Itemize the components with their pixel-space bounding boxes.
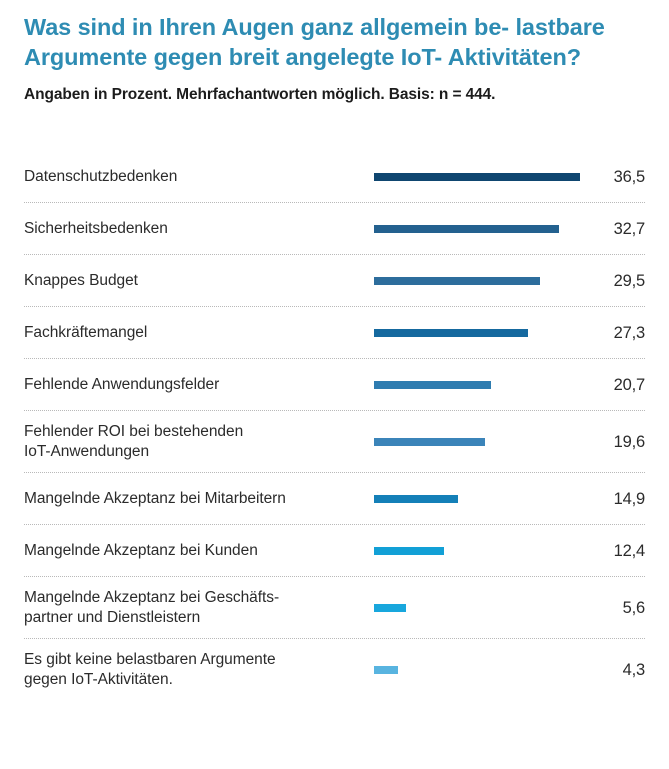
bar-category-label: Mangelnde Akzeptanz bei Mitarbeitern — [24, 489, 286, 507]
bar-track — [374, 219, 583, 239]
bar-category-label: Knappes Budget — [24, 271, 138, 289]
bar-track — [374, 489, 583, 509]
bar — [374, 494, 459, 503]
bar — [374, 666, 399, 674]
chart-row: Mangelnde Akzeptanz bei Geschäfts- partn… — [24, 577, 645, 639]
bar-category-label: Es gibt keine belastbaren Argumente gege… — [24, 651, 276, 688]
chart-row: Knappes Budget 29,5 — [24, 255, 645, 307]
bar-value-label: 36,5 — [613, 167, 646, 186]
chart-row: Fehlender ROI bei bestehenden IoT-Anwend… — [24, 411, 645, 473]
bar — [374, 276, 541, 285]
bar-value-label: 4,3 — [622, 661, 646, 679]
bar-value-label: 29,5 — [613, 271, 646, 290]
bar-value-label: 32,7 — [613, 219, 646, 238]
chart-row: Sicherheitsbedenken 32,7 — [24, 203, 645, 255]
bar-track — [374, 323, 583, 343]
bar-category-label: Fehlende Anwendungsfelder — [24, 375, 220, 393]
chart-subtitle: Angaben in Prozent. Mehrfachantworten mö… — [24, 86, 496, 103]
bar — [374, 172, 580, 181]
bar — [374, 328, 529, 337]
bar-track — [374, 541, 583, 561]
bar — [374, 603, 406, 612]
bar-chart-rows: Datenschutzbedenken 36,5 Sicherheitsbedenk… — [24, 151, 645, 701]
bar-track — [374, 432, 583, 452]
bar-value-label: 27,3 — [613, 323, 646, 342]
bar-track — [374, 167, 583, 187]
bar-category-label: Mangelnde Akzeptanz bei Geschäfts- partn… — [24, 588, 280, 626]
chart-row: Datenschutzbedenken 36,5 — [24, 151, 645, 203]
page-title: Was sind in Ihren Augen ganz allgemein b… — [24, 14, 605, 70]
bar-category-label: Sicherheitsbedenken — [24, 219, 168, 237]
chart-row: Mangelnde Akzeptanz bei Mitarbeitern 14,9 — [24, 473, 645, 525]
bar-track — [374, 375, 583, 395]
bar-category-label: Fehlender ROI bei bestehenden IoT-Anwend… — [24, 422, 244, 460]
bar-value-label: 20,7 — [613, 375, 646, 394]
bar — [374, 380, 491, 389]
bar-value-label: 5,6 — [622, 598, 646, 617]
bar-track — [374, 598, 583, 618]
bar-track — [374, 271, 583, 291]
bar-category-label: Mangelnde Akzeptanz bei Kunden — [24, 541, 258, 559]
chart-row: Fachkräftemangel 27,3 — [24, 307, 645, 359]
bar-category-label: Datenschutzbedenken — [24, 167, 178, 185]
chart-row: Mangelnde Akzeptanz bei Kunden 12,4 — [24, 525, 645, 577]
bar-track — [374, 660, 583, 680]
bar-value-label: 19,6 — [613, 432, 646, 451]
bar — [374, 546, 444, 555]
bar-value-label: 12,4 — [613, 541, 646, 560]
bar-category-label: Fachkräftemangel — [24, 323, 148, 341]
bar — [374, 224, 559, 233]
chart-row: Es gibt keine belastbaren Argumente gege… — [24, 639, 645, 701]
bar-value-label: 14,9 — [613, 489, 646, 508]
chart-row: Fehlende Anwendungsfelder 20,7 — [24, 359, 645, 411]
bar — [374, 437, 485, 446]
